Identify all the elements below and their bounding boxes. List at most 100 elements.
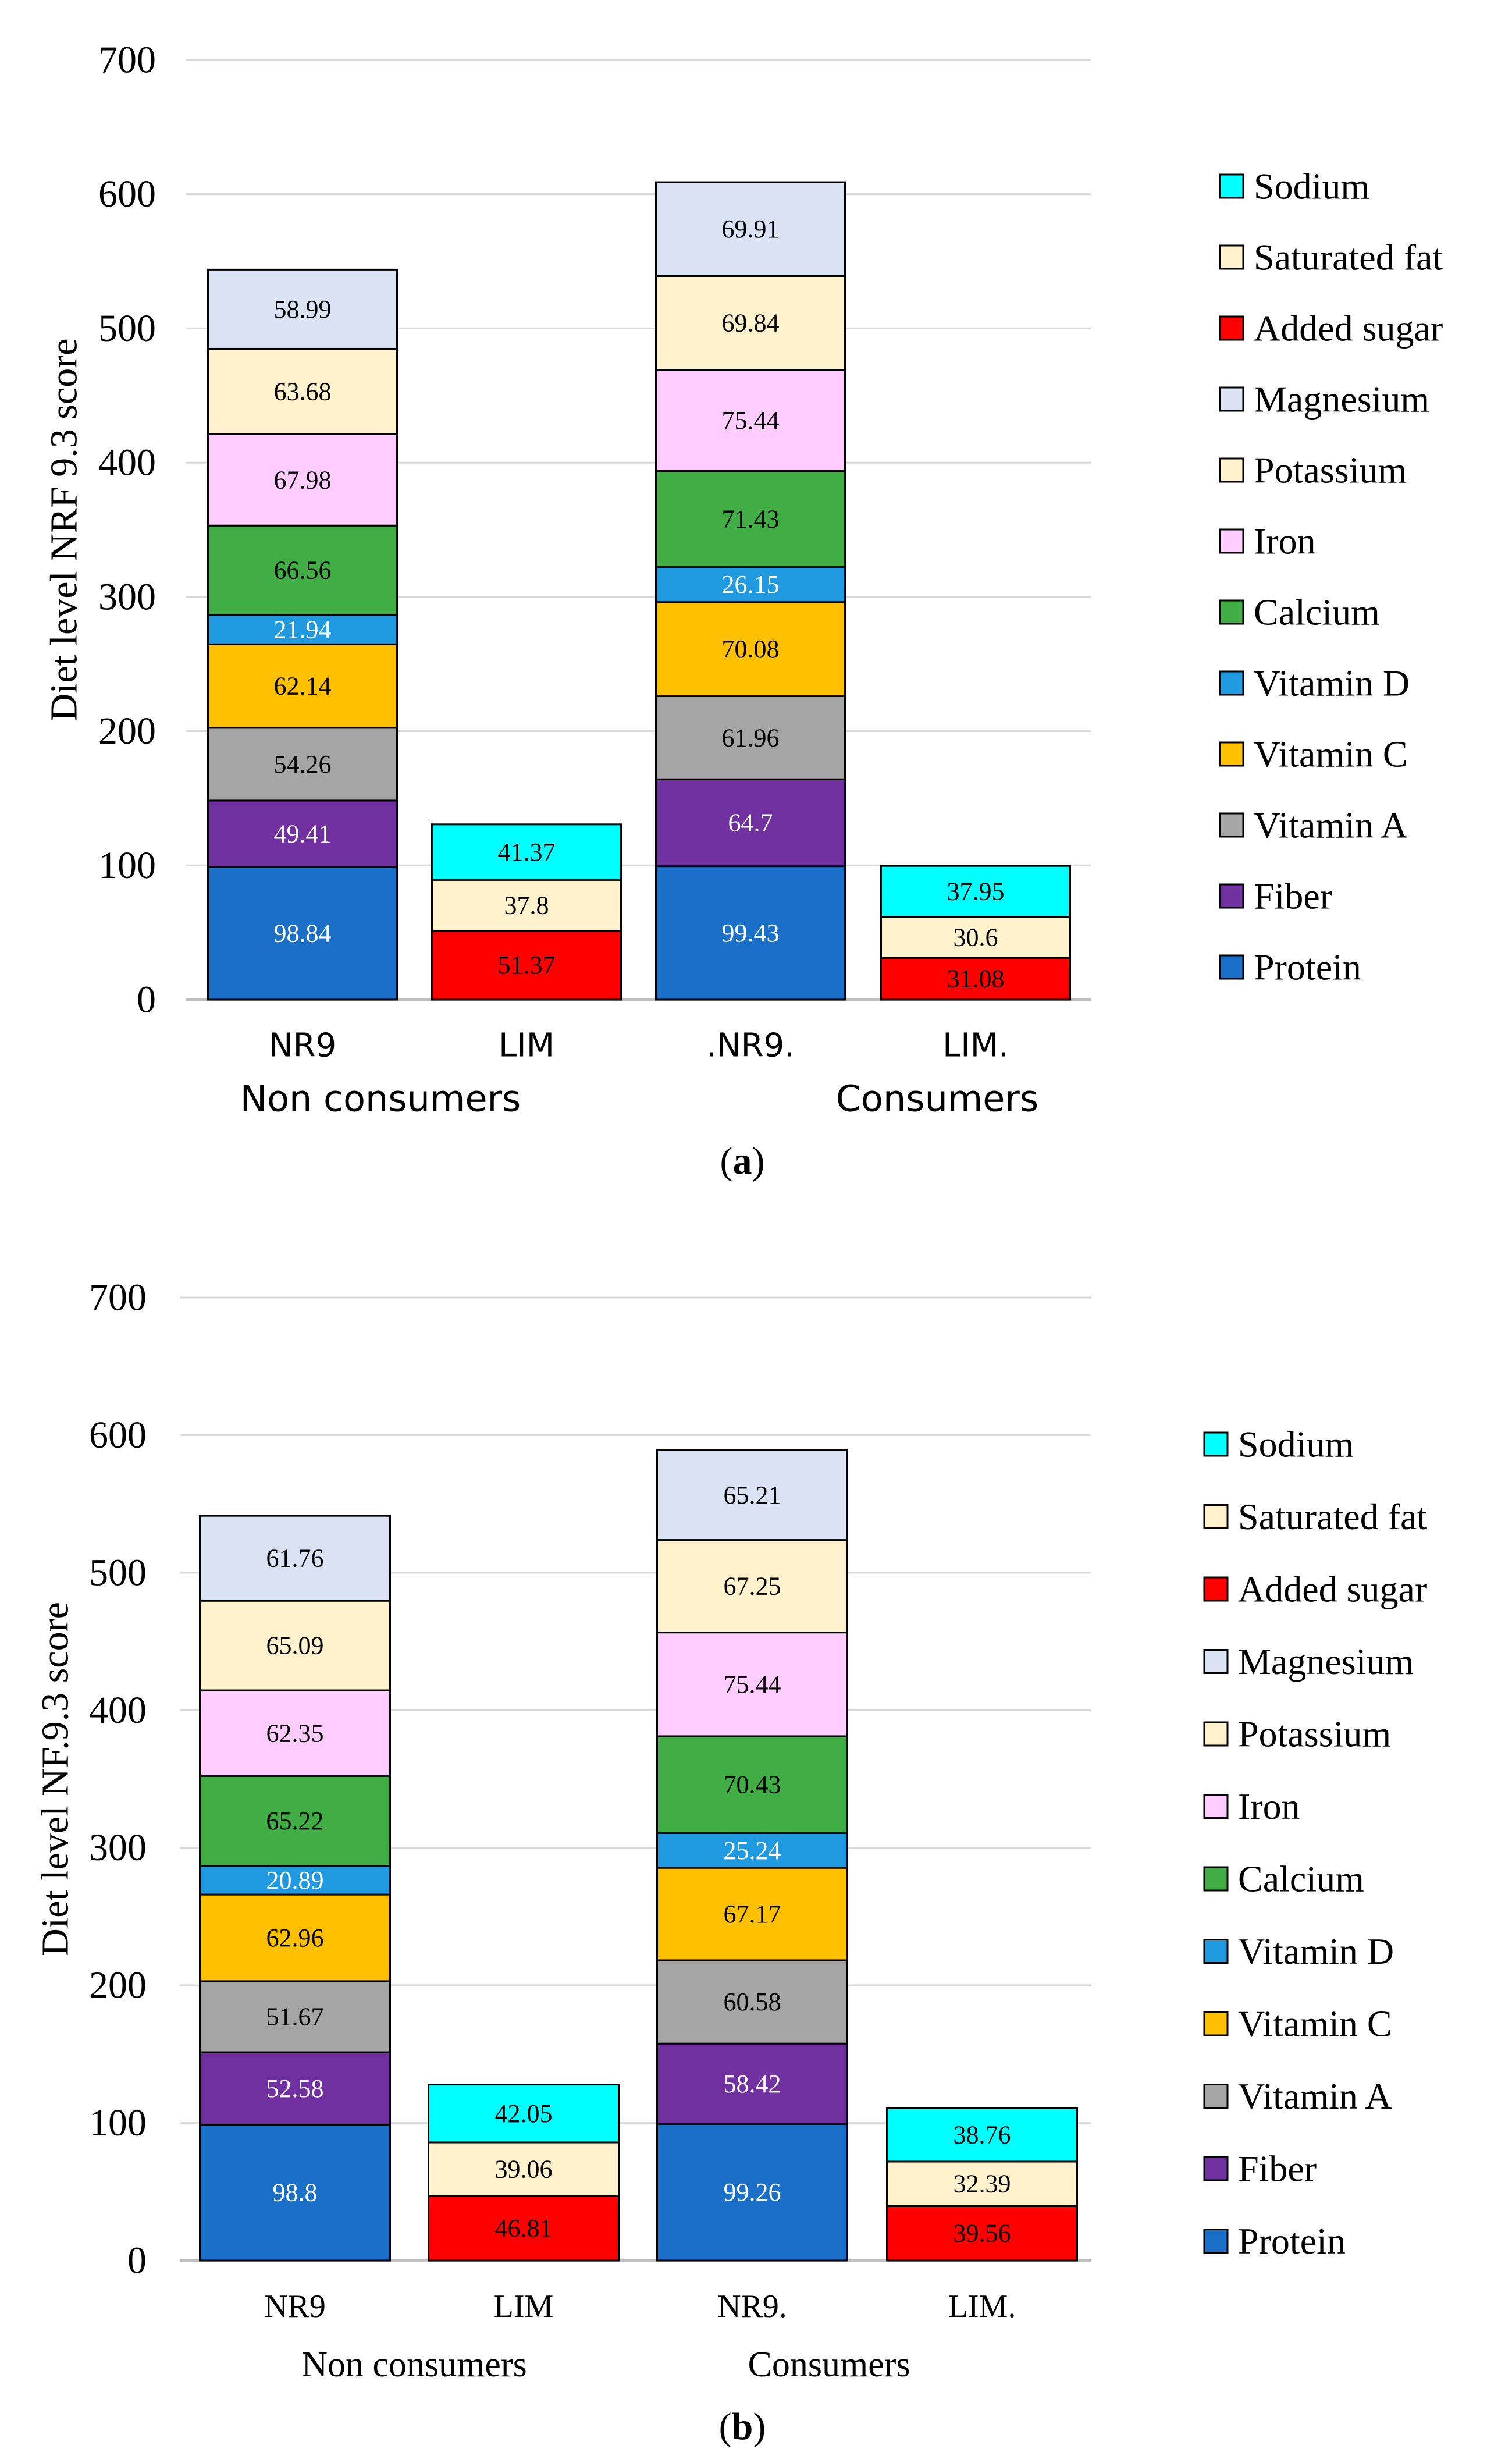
legend-label-vitamin-c: Vitamin C (1254, 734, 1408, 775)
legend-swatch-magnesium (1219, 386, 1244, 412)
legend-swatch-calcium (1203, 1866, 1229, 1892)
data-label-saturated-fat: 32.39 (954, 2170, 1011, 2198)
legend-swatch-vitamin-d (1203, 1939, 1229, 1964)
legend-swatch-sodium (1219, 173, 1244, 199)
legend-swatch-iron (1203, 1794, 1229, 1819)
legend-swatch-vitamin-c (1219, 741, 1244, 767)
data-label-calcium: 70.43 (724, 1771, 781, 1799)
bar-segment-saturated-fat (428, 2141, 620, 2197)
y-tick-label: 400 (98, 442, 156, 484)
y-tick-label: 200 (89, 1964, 147, 2007)
y-tick-label: 100 (89, 2102, 147, 2144)
data-label-potassium: 67.25 (724, 1572, 781, 1601)
data-label-sodium: 41.37 (498, 838, 556, 866)
y-tick-label: 600 (98, 173, 156, 215)
legend-label-magnesium: Magnesium (1238, 1641, 1414, 1682)
bar-segment-protein (656, 2123, 848, 2262)
x-category-label: NR9 (269, 1027, 336, 1065)
bar-segment-potassium (655, 275, 846, 371)
data-label-protein: 98.8 (273, 2178, 318, 2207)
legend-swatch-vitamin-a (1219, 812, 1244, 838)
data-label-protein: 98.84 (274, 919, 332, 947)
legend-label-sodium: Sodium (1238, 1424, 1354, 1465)
y-tick-label: 700 (98, 39, 156, 81)
y-tick-label: 700 (89, 1277, 147, 1319)
legend-swatch-added-sugar (1219, 315, 1244, 341)
legend: Sodium Saturated fat Added sugar Magnesium P… (1203, 1424, 1427, 2262)
data-label-calcium: 66.56 (274, 556, 332, 585)
data-label-added-sugar: 31.08 (947, 965, 1005, 993)
data-label-vitamin-a: 51.67 (266, 2003, 324, 2031)
data-label-sodium: 37.95 (947, 877, 1005, 905)
bar-segment-fiber (199, 2051, 391, 2126)
bar-segment-vitamin-d (656, 1832, 848, 1869)
legend-label-calcium: Calcium (1238, 1858, 1364, 1900)
y-axis-title: Diet level NRF 9.3 score (43, 338, 86, 721)
bar-segment-iron (199, 1689, 391, 1777)
data-label-calcium: 65.22 (266, 1807, 324, 1835)
bar-segment-iron (656, 1632, 848, 1737)
legend-swatch-potassium (1219, 457, 1244, 483)
legend-swatch-iron (1219, 528, 1244, 554)
data-label-vitamin-d: 26.15 (722, 570, 780, 599)
bar-segment-magnesium (656, 1449, 848, 1541)
data-label-vitamin-a: 54.26 (274, 750, 332, 779)
legend-label-potassium: Potassium (1238, 1714, 1391, 1755)
data-label-added-sugar: 46.81 (495, 2214, 553, 2242)
bar-segment-calcium (655, 470, 846, 568)
legend-label-added-sugar: Added sugar (1254, 308, 1443, 349)
data-label-vitamin-d: 20.89 (266, 1866, 324, 1895)
legend-label-potassium: Potassium (1254, 450, 1407, 491)
y-tick-label: 600 (89, 1414, 147, 1456)
bar-segment-protein (207, 866, 398, 1001)
data-label-saturated-fat: 30.6 (954, 923, 998, 951)
legend-label-protein: Protein (1254, 947, 1361, 988)
data-label-vitamin-c: 62.96 (266, 1924, 324, 1952)
bar-segment-sodium (431, 823, 622, 881)
chart-panel-a: 0 100 200 300 400 500 600 700 Diet level NRF 9.3… (43, 39, 1443, 1182)
bar-segment-vitamin-a (207, 727, 398, 802)
legend-swatch-potassium (1203, 1721, 1229, 1747)
data-label-fiber: 49.41 (274, 819, 332, 848)
y-tick-label: 100 (98, 844, 156, 887)
bar-segment-sodium (880, 865, 1071, 918)
legend-label-sodium: Sodium (1254, 166, 1369, 207)
legend-label-vitamin-d: Vitamin D (1254, 663, 1410, 704)
y-axis-title: Diet level NF.9.3 score (34, 1602, 77, 1956)
x-group-label: Consumers (836, 1078, 1038, 1120)
data-label-iron: 67.98 (274, 465, 332, 494)
bar-segment-vitamin-c (199, 1893, 391, 1982)
bar-segment-vitamin-d (207, 614, 398, 645)
x-category-label: LIM (494, 2288, 554, 2325)
legend-swatch-calcium (1219, 599, 1244, 625)
data-label-vitamin-c: 62.14 (274, 672, 332, 701)
legend-swatch-vitamin-c (1203, 2011, 1229, 2036)
y-tick-label: 500 (89, 1551, 147, 1594)
data-label-iron: 75.44 (724, 1670, 781, 1698)
bar-segment-fiber (207, 799, 398, 868)
data-label-iron: 75.44 (722, 406, 780, 435)
bar-segment-magnesium (655, 181, 846, 277)
legend-label-added-sugar: Added sugar (1238, 1569, 1427, 1610)
legend-label-protein: Protein (1238, 2220, 1346, 2262)
x-category-label: NR9 (264, 2288, 326, 2325)
data-label-vitamin-a: 60.58 (724, 1988, 781, 2016)
y-tick-label: 500 (98, 307, 156, 350)
legend-swatch-added-sugar (1203, 1576, 1229, 1602)
legend-label-vitamin-d: Vitamin D (1238, 1931, 1394, 1972)
data-label-magnesium: 58.99 (274, 295, 332, 324)
legend-label-magnesium: Magnesium (1254, 379, 1429, 420)
data-label-vitamin-c: 70.08 (722, 635, 780, 663)
data-label-sodium: 42.05 (495, 2099, 553, 2128)
data-label-vitamin-c: 67.17 (724, 1900, 781, 1928)
panel-caption: (b) (719, 2405, 766, 2448)
legend-label-vitamin-a: Vitamin A (1238, 2075, 1392, 2117)
y-tick-label: 300 (98, 575, 156, 618)
legend-swatch-fiber (1203, 2156, 1229, 2181)
data-label-fiber: 58.42 (724, 2070, 781, 2098)
data-label-magnesium: 65.21 (724, 1481, 781, 1509)
legend-swatch-saturated-fat (1219, 244, 1244, 270)
bar-segment-potassium (199, 1600, 391, 1691)
bar-segment-sodium (886, 2107, 1078, 2163)
legend-label-calcium: Calcium (1254, 592, 1380, 633)
